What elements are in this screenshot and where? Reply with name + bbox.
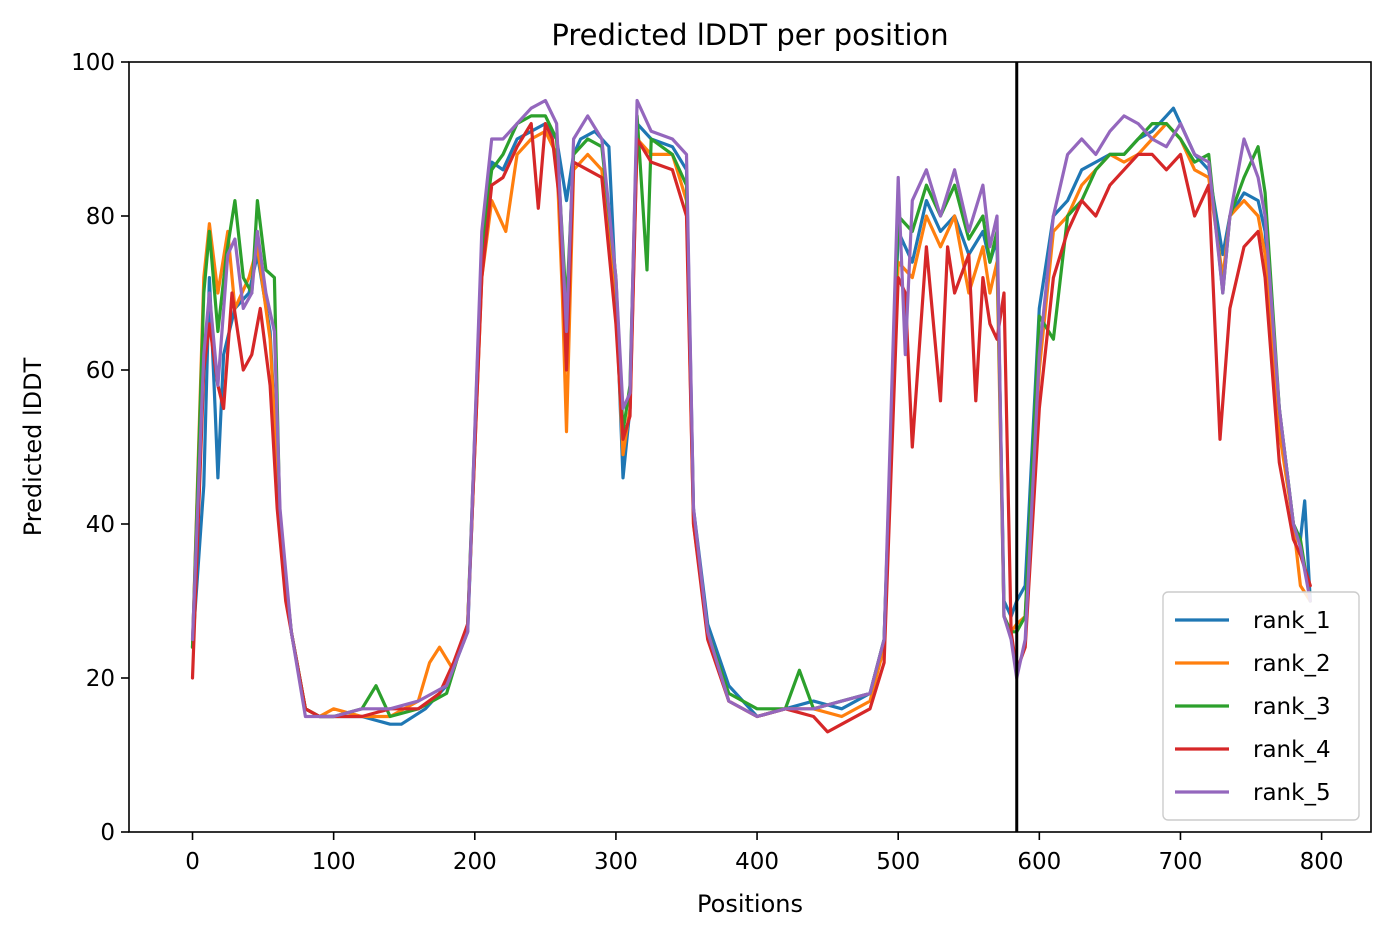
x-tick-label: 400: [735, 849, 779, 875]
x-tick-label: 800: [1300, 849, 1344, 875]
y-axis-label: Predicted lDDT: [19, 357, 47, 536]
x-tick-label: 500: [876, 849, 920, 875]
y-tick-label: 60: [86, 358, 115, 384]
y-tick-label: 20: [86, 666, 115, 692]
legend: rank_1 rank_2 rank_3 rank_4 rank_5: [1162, 591, 1360, 821]
legend-label: rank_3: [1253, 694, 1331, 720]
x-axis: 0 100 200 300 400 500 600 700 800: [185, 832, 1344, 875]
plot-frame: [128, 61, 1372, 833]
x-axis-label: Positions: [697, 890, 803, 918]
x-tick-label: 0: [185, 849, 200, 875]
x-tick-label: 600: [1017, 849, 1061, 875]
chart-title: Predicted lDDT per position: [551, 18, 948, 52]
x-tick-label: 700: [1159, 849, 1203, 875]
y-axis: 0 20 40 60 80 100: [71, 50, 129, 846]
legend-label: rank_4: [1253, 737, 1331, 763]
x-tick-label: 300: [594, 849, 638, 875]
legend-label: rank_2: [1253, 651, 1331, 677]
y-tick-label: 40: [86, 512, 115, 538]
y-tick-label: 80: [86, 204, 115, 230]
y-tick-label: 0: [100, 820, 115, 846]
legend-label: rank_1: [1253, 608, 1331, 634]
x-tick-label: 200: [453, 849, 497, 875]
y-tick-label: 100: [71, 50, 115, 76]
x-tick-label: 100: [312, 849, 356, 875]
legend-box: [1162, 591, 1360, 821]
legend-label: rank_5: [1253, 780, 1331, 806]
series-line-rank-5: [190, 98, 1312, 719]
